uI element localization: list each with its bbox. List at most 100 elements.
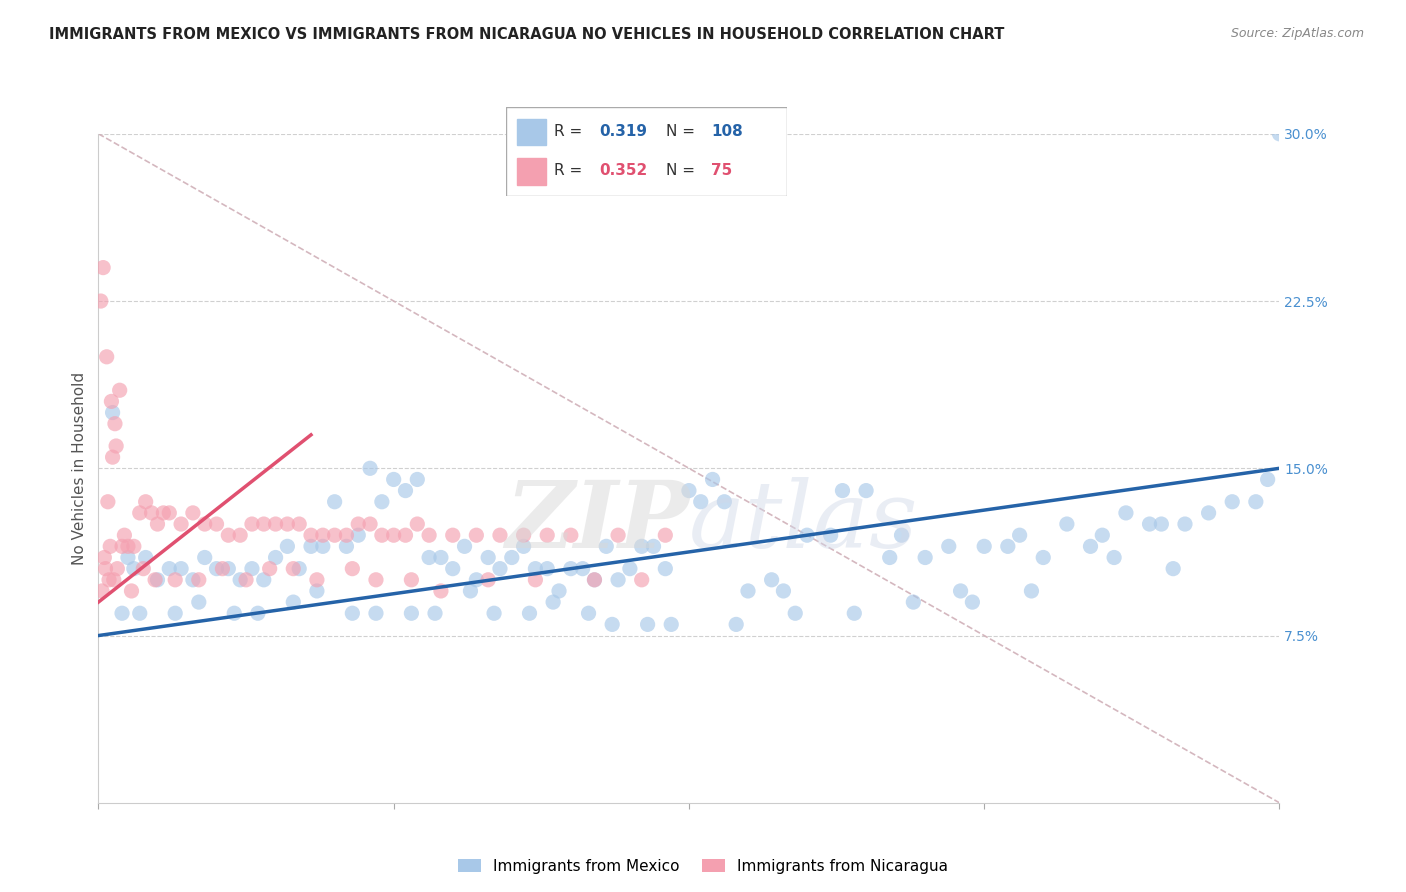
Point (619, 562, 641, 576)
Point (571, 562, 593, 576)
Point (187, 595, 209, 609)
Point (211, 562, 233, 576)
Point (112, 528, 135, 542)
Point (654, 562, 676, 576)
Point (512, 528, 534, 542)
Point (276, 539, 298, 553)
Point (122, 539, 145, 553)
Point (1056, 517, 1078, 532)
Point (187, 573, 209, 587)
Point (240, 517, 263, 532)
Point (560, 562, 582, 576)
Point (630, 573, 652, 587)
Point (524, 573, 547, 587)
Text: atlas: atlas (689, 477, 918, 566)
Point (607, 573, 630, 587)
Point (105, 562, 128, 576)
Point (1220, 494, 1243, 508)
Point (643, 539, 665, 553)
Text: N =: N = (666, 163, 700, 178)
Point (253, 517, 276, 532)
Point (135, 550, 157, 565)
Point (141, 506, 163, 520)
Point (406, 473, 429, 487)
Point (1032, 550, 1054, 565)
Point (288, 562, 311, 576)
Point (90, 294, 112, 309)
Point (312, 539, 335, 553)
Point (453, 539, 475, 553)
Point (820, 528, 842, 542)
Point (1139, 517, 1161, 532)
Point (312, 528, 335, 542)
Point (761, 573, 783, 587)
Point (536, 562, 558, 576)
Text: N =: N = (666, 124, 700, 138)
Point (796, 528, 818, 542)
Point (264, 517, 287, 532)
Point (359, 461, 381, 475)
Point (441, 528, 464, 542)
Text: R =: R = (554, 163, 588, 178)
Point (93, 550, 115, 565)
Point (831, 483, 853, 498)
Point (401, 573, 423, 587)
Point (1174, 517, 1197, 532)
Point (560, 528, 582, 542)
Point (524, 562, 547, 576)
Point (678, 483, 700, 498)
Point (1080, 539, 1102, 553)
Point (157, 506, 180, 520)
Point (630, 539, 652, 553)
Point (299, 528, 322, 542)
FancyBboxPatch shape (506, 107, 787, 196)
Point (406, 517, 429, 532)
Point (128, 607, 150, 621)
Point (305, 584, 328, 599)
Point (879, 550, 901, 565)
Point (299, 539, 322, 553)
Point (283, 562, 305, 576)
Point (689, 494, 711, 508)
Point (1257, 473, 1279, 487)
Point (253, 573, 276, 587)
Point (157, 562, 180, 576)
Bar (517, 158, 546, 185)
Point (235, 573, 257, 587)
Point (342, 607, 364, 621)
Point (578, 607, 600, 621)
Point (1161, 562, 1184, 576)
Point (347, 528, 370, 542)
Point (264, 550, 287, 565)
Point (323, 494, 346, 508)
Point (128, 506, 150, 520)
Point (595, 539, 617, 553)
Point (382, 473, 405, 487)
Point (194, 517, 217, 532)
Point (135, 494, 157, 508)
Point (246, 607, 269, 621)
Point (536, 528, 558, 542)
Y-axis label: No Vehicles in Household: No Vehicles in Household (72, 372, 87, 565)
Point (713, 494, 735, 508)
Point (1268, 127, 1291, 141)
Point (121, 584, 143, 599)
Point (501, 550, 523, 565)
Text: 75: 75 (711, 163, 733, 178)
Point (430, 584, 453, 599)
Point (96, 350, 118, 364)
Point (100, 394, 122, 409)
Point (637, 617, 659, 632)
Point (165, 607, 187, 621)
Point (146, 517, 169, 532)
Point (217, 562, 239, 576)
Point (117, 539, 139, 553)
Point (482, 607, 505, 621)
Point (205, 517, 228, 532)
Point (98, 573, 121, 587)
Point (132, 562, 155, 576)
Point (465, 528, 488, 542)
Point (122, 562, 145, 576)
Point (600, 617, 623, 632)
Point (97, 494, 120, 508)
